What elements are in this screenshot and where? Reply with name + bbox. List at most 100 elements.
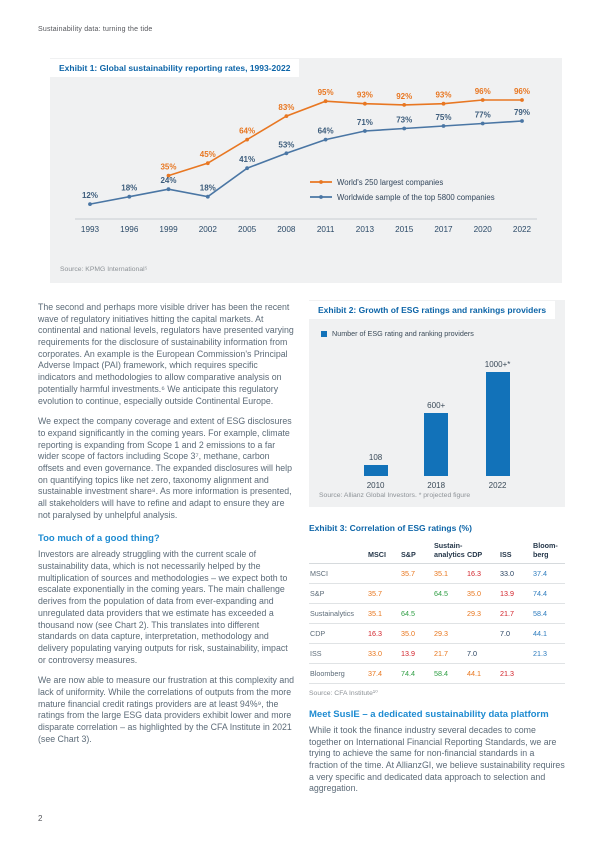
x-tick-label: 2017 [434,225,453,234]
table-row: Sustainalytics 35.1 64.5 29.3 21.7 58.4 [309,603,565,624]
x-tick-label: 2011 [317,225,335,234]
table-row: MSCI 35.7 35.1 16.3 33.0 37.4 [309,563,565,584]
correlation-cell: 35.0 [466,583,499,604]
correlation-cell [499,643,532,664]
bar-category-label: 2010 [366,481,385,490]
data-label: 96% [514,87,530,96]
data-point [323,137,328,142]
column-header: MSCI [367,539,400,564]
data-label: 41% [239,155,255,164]
correlation-cell: 33.0 [499,563,532,584]
x-tick-label: 2002 [199,225,218,234]
data-label: 93% [435,91,451,100]
exhibit3-source: Source: CFA Institute¹⁰ [309,690,378,697]
correlation-cell: 37.4 [367,663,400,684]
table-row: Bloomberg 37.4 74.4 58.4 44.1 21.3 [309,663,565,684]
exhibit1-box: Exhibit 1: Global sustainability reporti… [50,58,562,283]
correlation-cell: 13.9 [400,643,433,664]
bar-column: 600+ 2018 [424,401,449,490]
data-label: 75% [435,113,451,122]
correlation-cell: 35.1 [367,603,400,624]
x-tick-label: 1999 [159,225,178,234]
data-point [323,99,328,104]
data-point [127,194,132,199]
correlation-cell: 74.4 [532,583,565,604]
x-tick-label: 2013 [356,225,375,234]
x-tick-label: 2008 [277,225,296,234]
table-row: S&P 35.7 64.5 35.0 13.9 74.4 [309,583,565,604]
correlation-cell: 35.0 [400,623,433,644]
data-point [245,137,250,142]
data-label: 45% [200,150,216,159]
correlation-cell: 13.9 [499,583,532,604]
section-heading: Meet SusIE – a dedicated sustainability … [309,709,549,720]
data-label: 96% [475,87,491,96]
exhibit2-title: Exhibit 2: Growth of ESG ratings and ran… [309,301,556,319]
exhibit1-source: Source: KPMG International⁵ [60,266,148,273]
exhibit3-table-body: MSCI 35.7 35.1 16.3 33.0 37.4 S&P 35.7 64.5 35.0 1… [309,563,565,684]
data-point [520,98,524,102]
correlation-cell: 7.0 [499,623,532,644]
exhibit3-table: MSCI S&P Sustain-analytics CDP ISS Bloom-berg… [309,539,565,684]
bar-column: 108 2010 [363,452,388,490]
correlation-cell: 44.1 [532,623,565,644]
correlation-cell: 16.3 [367,623,400,644]
data-label: 93% [357,91,373,100]
bar [424,413,449,476]
paragraph: While it took the finance industry sever… [309,725,565,794]
data-point [284,151,289,156]
bar-value-label: 1000+* [484,359,511,369]
exhibit2-legend: Number of ESG rating and ranking provide… [309,319,565,340]
x-tick-label: 2005 [238,225,257,234]
correlation-cell: 21.3 [499,663,532,684]
row-label: ISS [309,643,367,664]
paragraph: We are now able to measure our frustrati… [38,675,295,744]
correlation-cell: 21.7 [499,603,532,624]
data-point [520,119,524,123]
data-point [402,103,407,107]
data-label: 18% [121,184,137,193]
data-label: 64% [239,127,255,136]
exhibit1-line-chart: 1993 1996 1999 2002 2005 2008 2011 2013 2015 2017… [75,87,537,234]
correlation-cell [400,583,433,604]
series-line [89,120,523,205]
column-header: ISS [499,539,532,564]
row-label: S&P [309,583,367,604]
data-point [402,126,407,131]
table-row: CDP 16.3 35.0 29.3 7.0 44.1 [309,623,565,644]
column-header: Sustain-analytics [433,539,466,564]
data-label: 77% [475,111,491,120]
bar-category-label: 2018 [427,481,446,490]
data-label: 95% [318,88,334,97]
data-point [205,161,210,166]
data-point [363,129,367,133]
correlation-cell: 21.7 [433,643,466,664]
bar-value-label: 108 [368,452,383,462]
series-line [168,99,522,177]
exhibit1-title: Exhibit 1: Global sustainability reporti… [50,59,300,77]
correlation-cell: 37.4 [532,563,565,584]
x-tick-label: 2020 [474,225,493,234]
section-heading: Too much of a good thing? [38,533,160,545]
legend-entry: World's 250 largest companies [337,178,443,187]
correlation-cell: 35.1 [433,563,466,584]
x-tick-label: 1996 [120,225,139,234]
correlation-cell [466,623,499,644]
paragraph: We expect the company coverage and exten… [38,416,292,520]
correlation-cell: 74.4 [400,663,433,684]
data-point [166,173,171,178]
bar-column: 1000+* 2022 [485,360,511,491]
running-header: Sustainability data: turning the tide [38,26,153,33]
paragraph: The second and perhaps more visible driv… [38,302,294,406]
data-label: 18% [200,184,216,193]
row-label: MSCI [309,563,367,584]
exhibit2-bars: 108 2010 600+ 2018 1000+* 2022 [309,340,565,490]
exhibit3-table-head-row: MSCI S&P Sustain-analytics CDP ISS Bloom-berg [309,539,565,564]
data-label: 35% [160,163,176,172]
page-number: 2 [38,814,43,823]
x-tick-label: 1993 [81,225,100,234]
data-point [480,98,485,102]
data-label: 83% [278,103,294,112]
row-label: Sustainalytics [309,603,367,624]
